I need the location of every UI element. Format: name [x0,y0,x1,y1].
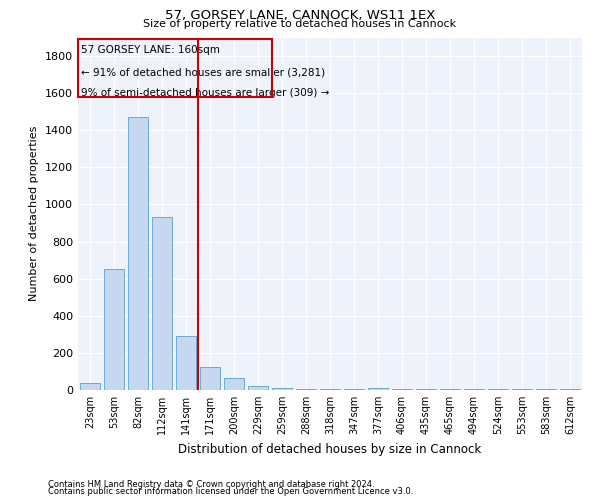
Text: 57, GORSEY LANE, CANNOCK, WS11 1EX: 57, GORSEY LANE, CANNOCK, WS11 1EX [165,9,435,22]
Bar [248,386,268,390]
Text: Contains HM Land Registry data © Crown copyright and database right 2024.: Contains HM Land Registry data © Crown c… [48,480,374,489]
Bar [104,270,124,390]
Bar [344,389,364,390]
Bar [392,389,412,390]
Bar [464,389,484,390]
Bar [176,336,196,390]
Text: 57 GORSEY LANE: 160sqm: 57 GORSEY LANE: 160sqm [80,44,220,54]
Bar [272,388,292,390]
Bar [296,389,316,390]
Text: Size of property relative to detached houses in Cannock: Size of property relative to detached ho… [143,19,457,29]
Bar [224,378,244,390]
X-axis label: Distribution of detached houses by size in Cannock: Distribution of detached houses by size … [178,442,482,456]
Bar [200,367,220,390]
Bar [488,389,508,390]
Text: 9% of semi-detached houses are larger (309) →: 9% of semi-detached houses are larger (3… [80,88,329,99]
Text: ← 91% of detached houses are smaller (3,281): ← 91% of detached houses are smaller (3,… [80,68,325,78]
Bar [152,216,172,390]
Bar [440,389,460,390]
Bar [128,118,148,390]
Text: Contains public sector information licensed under the Open Government Licence v3: Contains public sector information licen… [48,487,413,496]
Bar [80,383,100,390]
Y-axis label: Number of detached properties: Number of detached properties [29,126,40,302]
Bar [368,388,388,390]
Bar [536,389,556,390]
Bar [320,389,340,390]
Bar [560,389,580,390]
Bar [416,389,436,390]
Bar [512,389,532,390]
